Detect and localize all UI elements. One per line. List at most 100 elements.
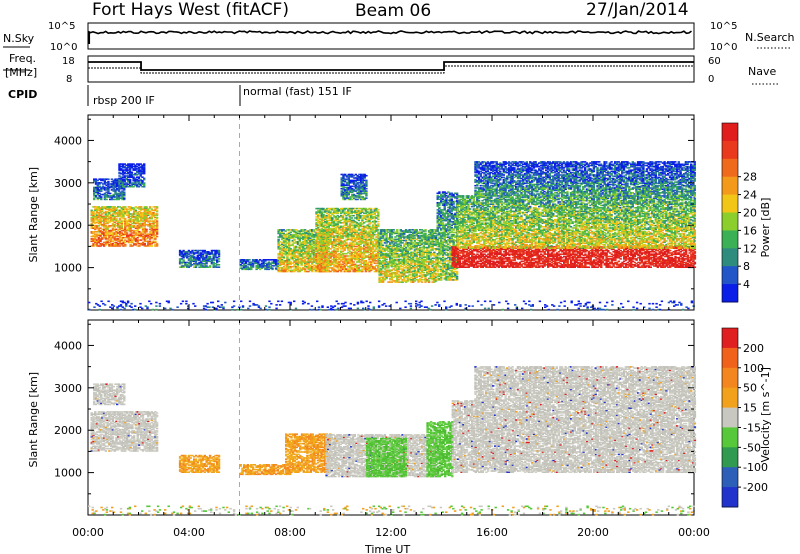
scatter-cell [100, 196, 102, 198]
scatter-cell [109, 193, 111, 195]
scatter-cell [423, 272, 425, 274]
scatter-cell [129, 179, 131, 181]
scatter-cell [123, 192, 125, 194]
scatter-cell [365, 190, 367, 192]
scatter-cell [143, 163, 145, 165]
cpid-label: CPID [8, 88, 37, 101]
scatter-cell [283, 256, 285, 258]
freq-tick-high: 18 [62, 56, 75, 67]
scatter-cell [126, 232, 128, 234]
search-tick-high: 10^5 [710, 21, 737, 32]
scatter-cell [365, 175, 367, 177]
scatter-cell [156, 217, 158, 219]
scatter-cell [124, 218, 126, 220]
scatter-cell [313, 229, 315, 231]
sky-tick-low: 10^0 [50, 42, 77, 53]
noise-trace [89, 31, 691, 44]
nave-tick-high: 60 [708, 56, 721, 67]
scatter-cell [154, 241, 156, 243]
scatter-cell [377, 223, 379, 225]
date-label: 27/Jan/2014 [586, 0, 689, 20]
scatter-cell [149, 206, 151, 208]
scatter-cell [218, 264, 220, 266]
scatter-cell [156, 236, 158, 238]
scatter-cell [377, 211, 379, 213]
noise-line [89, 31, 691, 44]
scatter-cell [156, 213, 158, 215]
nave-label: Nave [748, 65, 776, 78]
scatter-cell [365, 260, 367, 262]
scatter-cell [218, 258, 220, 260]
scatter-cell [396, 229, 398, 231]
scatter-cell [322, 247, 324, 249]
scatter-cell [156, 243, 158, 245]
search-tick-low: 10^0 [710, 42, 737, 53]
scatter-cell [123, 197, 125, 199]
scatter-cell [145, 206, 147, 208]
scatter-cell [115, 218, 117, 220]
scatter-cell [124, 206, 126, 208]
scatter-cell [151, 245, 153, 247]
scatter-cell [131, 172, 133, 174]
cpid-segment-1: rbsp 200 IF [93, 94, 155, 107]
scatter-cell [365, 197, 367, 199]
scatter-cell [385, 259, 387, 261]
scatter-cell [140, 206, 142, 208]
scatter-cell [124, 244, 126, 246]
scatter-cell [135, 210, 137, 212]
scatter-cell [365, 188, 367, 190]
scatter-cell [218, 261, 220, 263]
scatter-cell [400, 245, 402, 247]
scatter-cell [107, 178, 109, 180]
scatter-cell [317, 252, 319, 254]
scatter-cell [424, 229, 426, 231]
scatter-cell [156, 210, 158, 212]
scatter-cell [377, 209, 379, 211]
scatter-cell [377, 229, 379, 231]
freq-strip-frame [88, 56, 694, 82]
scatter-cell [209, 265, 211, 267]
nsky-label: N.Sky [3, 32, 35, 45]
scatter-cell [156, 206, 158, 208]
scatter-cell [156, 220, 158, 222]
scatter-cell [218, 266, 220, 268]
scatter-cell [351, 217, 353, 219]
scatter-cell [182, 259, 184, 261]
scatter-cell [382, 245, 384, 247]
scatter-cell [352, 261, 354, 263]
cpid-segment-2: normal (fast) 151 IF [243, 85, 352, 98]
scatter-cell [248, 259, 250, 261]
freq-line [88, 62, 694, 70]
nsearch-label: N.Search [745, 31, 795, 44]
scatter-cell [144, 243, 146, 245]
scatter-cell [370, 208, 372, 210]
scatter-cell [143, 178, 145, 180]
scatter-cell [377, 221, 379, 223]
plot-title: Fort Hays West (fitACF) [92, 0, 289, 20]
scatter-cell [377, 218, 379, 220]
scatter-cell [421, 281, 423, 283]
beam-label: Beam 06 [355, 1, 431, 21]
scatter-cell [391, 236, 393, 238]
freq-label-line2: [MHz] [5, 66, 37, 79]
scatter-cell [293, 239, 295, 241]
scatter-cell [271, 267, 273, 269]
freq-label-line1: Freq. [9, 52, 36, 65]
scatter-cell [105, 199, 107, 201]
scatter-cell [218, 250, 220, 252]
scatter-region [118, 163, 145, 187]
scatter-cell [107, 181, 109, 183]
nave-tick-low: 0 [708, 74, 714, 85]
scatter-cell [365, 180, 367, 182]
scatter-cell [393, 229, 395, 231]
noise-strip-frame [88, 23, 694, 49]
scatter-region [341, 174, 368, 201]
scatter-cell [416, 229, 418, 231]
freq-trace [88, 62, 694, 73]
scatter-cell [209, 256, 211, 258]
sky-tick-high: 10^5 [48, 21, 75, 32]
scatter-cell [345, 242, 347, 244]
scatter-cell [428, 280, 430, 282]
